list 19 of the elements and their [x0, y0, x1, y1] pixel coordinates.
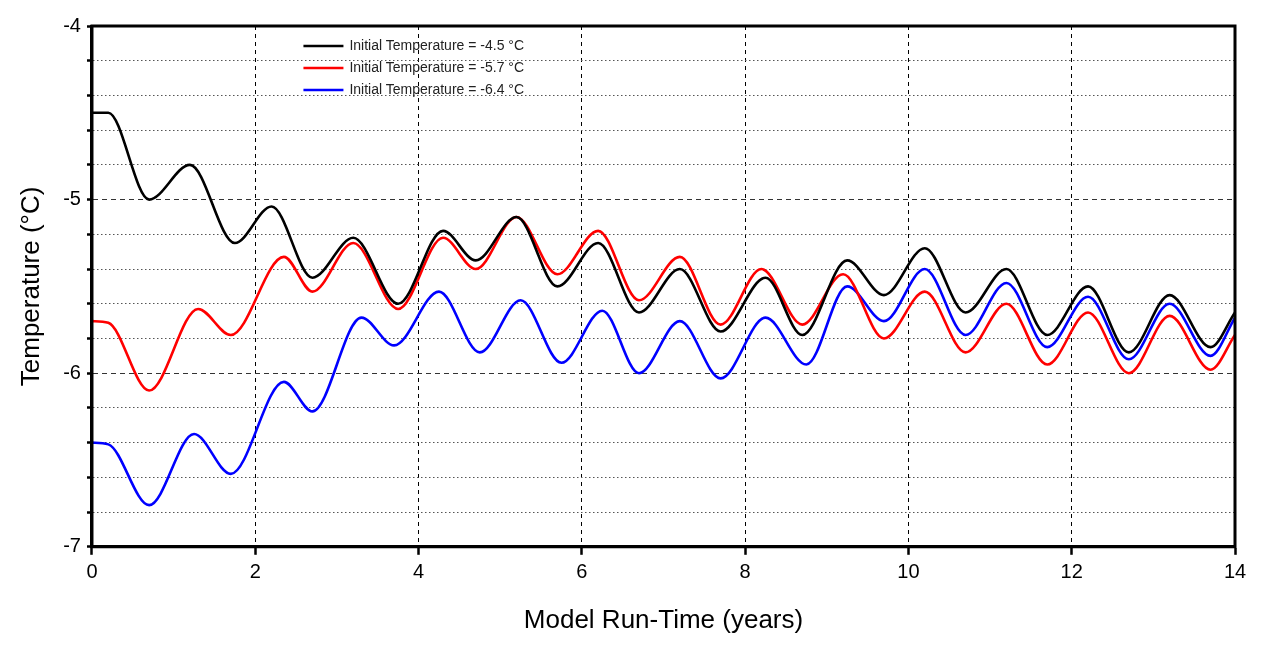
line-series [91, 215, 1235, 392]
x-tick-label: 12 [1060, 560, 1083, 583]
legend-label: Initial Temperature = -4.5 °C [349, 36, 525, 53]
x-tick-label: 8 [739, 560, 751, 583]
x-axis-title: Model Run-Time (years) [523, 603, 804, 634]
y-axis-title: Temperature (°C) [14, 186, 45, 387]
legend-label: Initial Temperature = -5.7 °C [349, 58, 525, 75]
y-tick-label: -4 [63, 13, 81, 36]
x-tick-label: 4 [413, 560, 425, 583]
y-tick-label: -6 [63, 360, 81, 383]
legend-label: Initial Temperature = -6.4 °C [349, 80, 525, 97]
x-tick-label: 14 [1223, 560, 1247, 583]
x-tick-label: 6 [576, 560, 588, 583]
x-tick-label: 2 [249, 560, 261, 583]
x-tick-label: 0 [86, 560, 98, 583]
y-tick-label: -5 [63, 187, 81, 210]
line-series [91, 267, 1235, 507]
y-tick-label: -7 [63, 534, 81, 557]
x-tick-label: 10 [897, 560, 920, 583]
